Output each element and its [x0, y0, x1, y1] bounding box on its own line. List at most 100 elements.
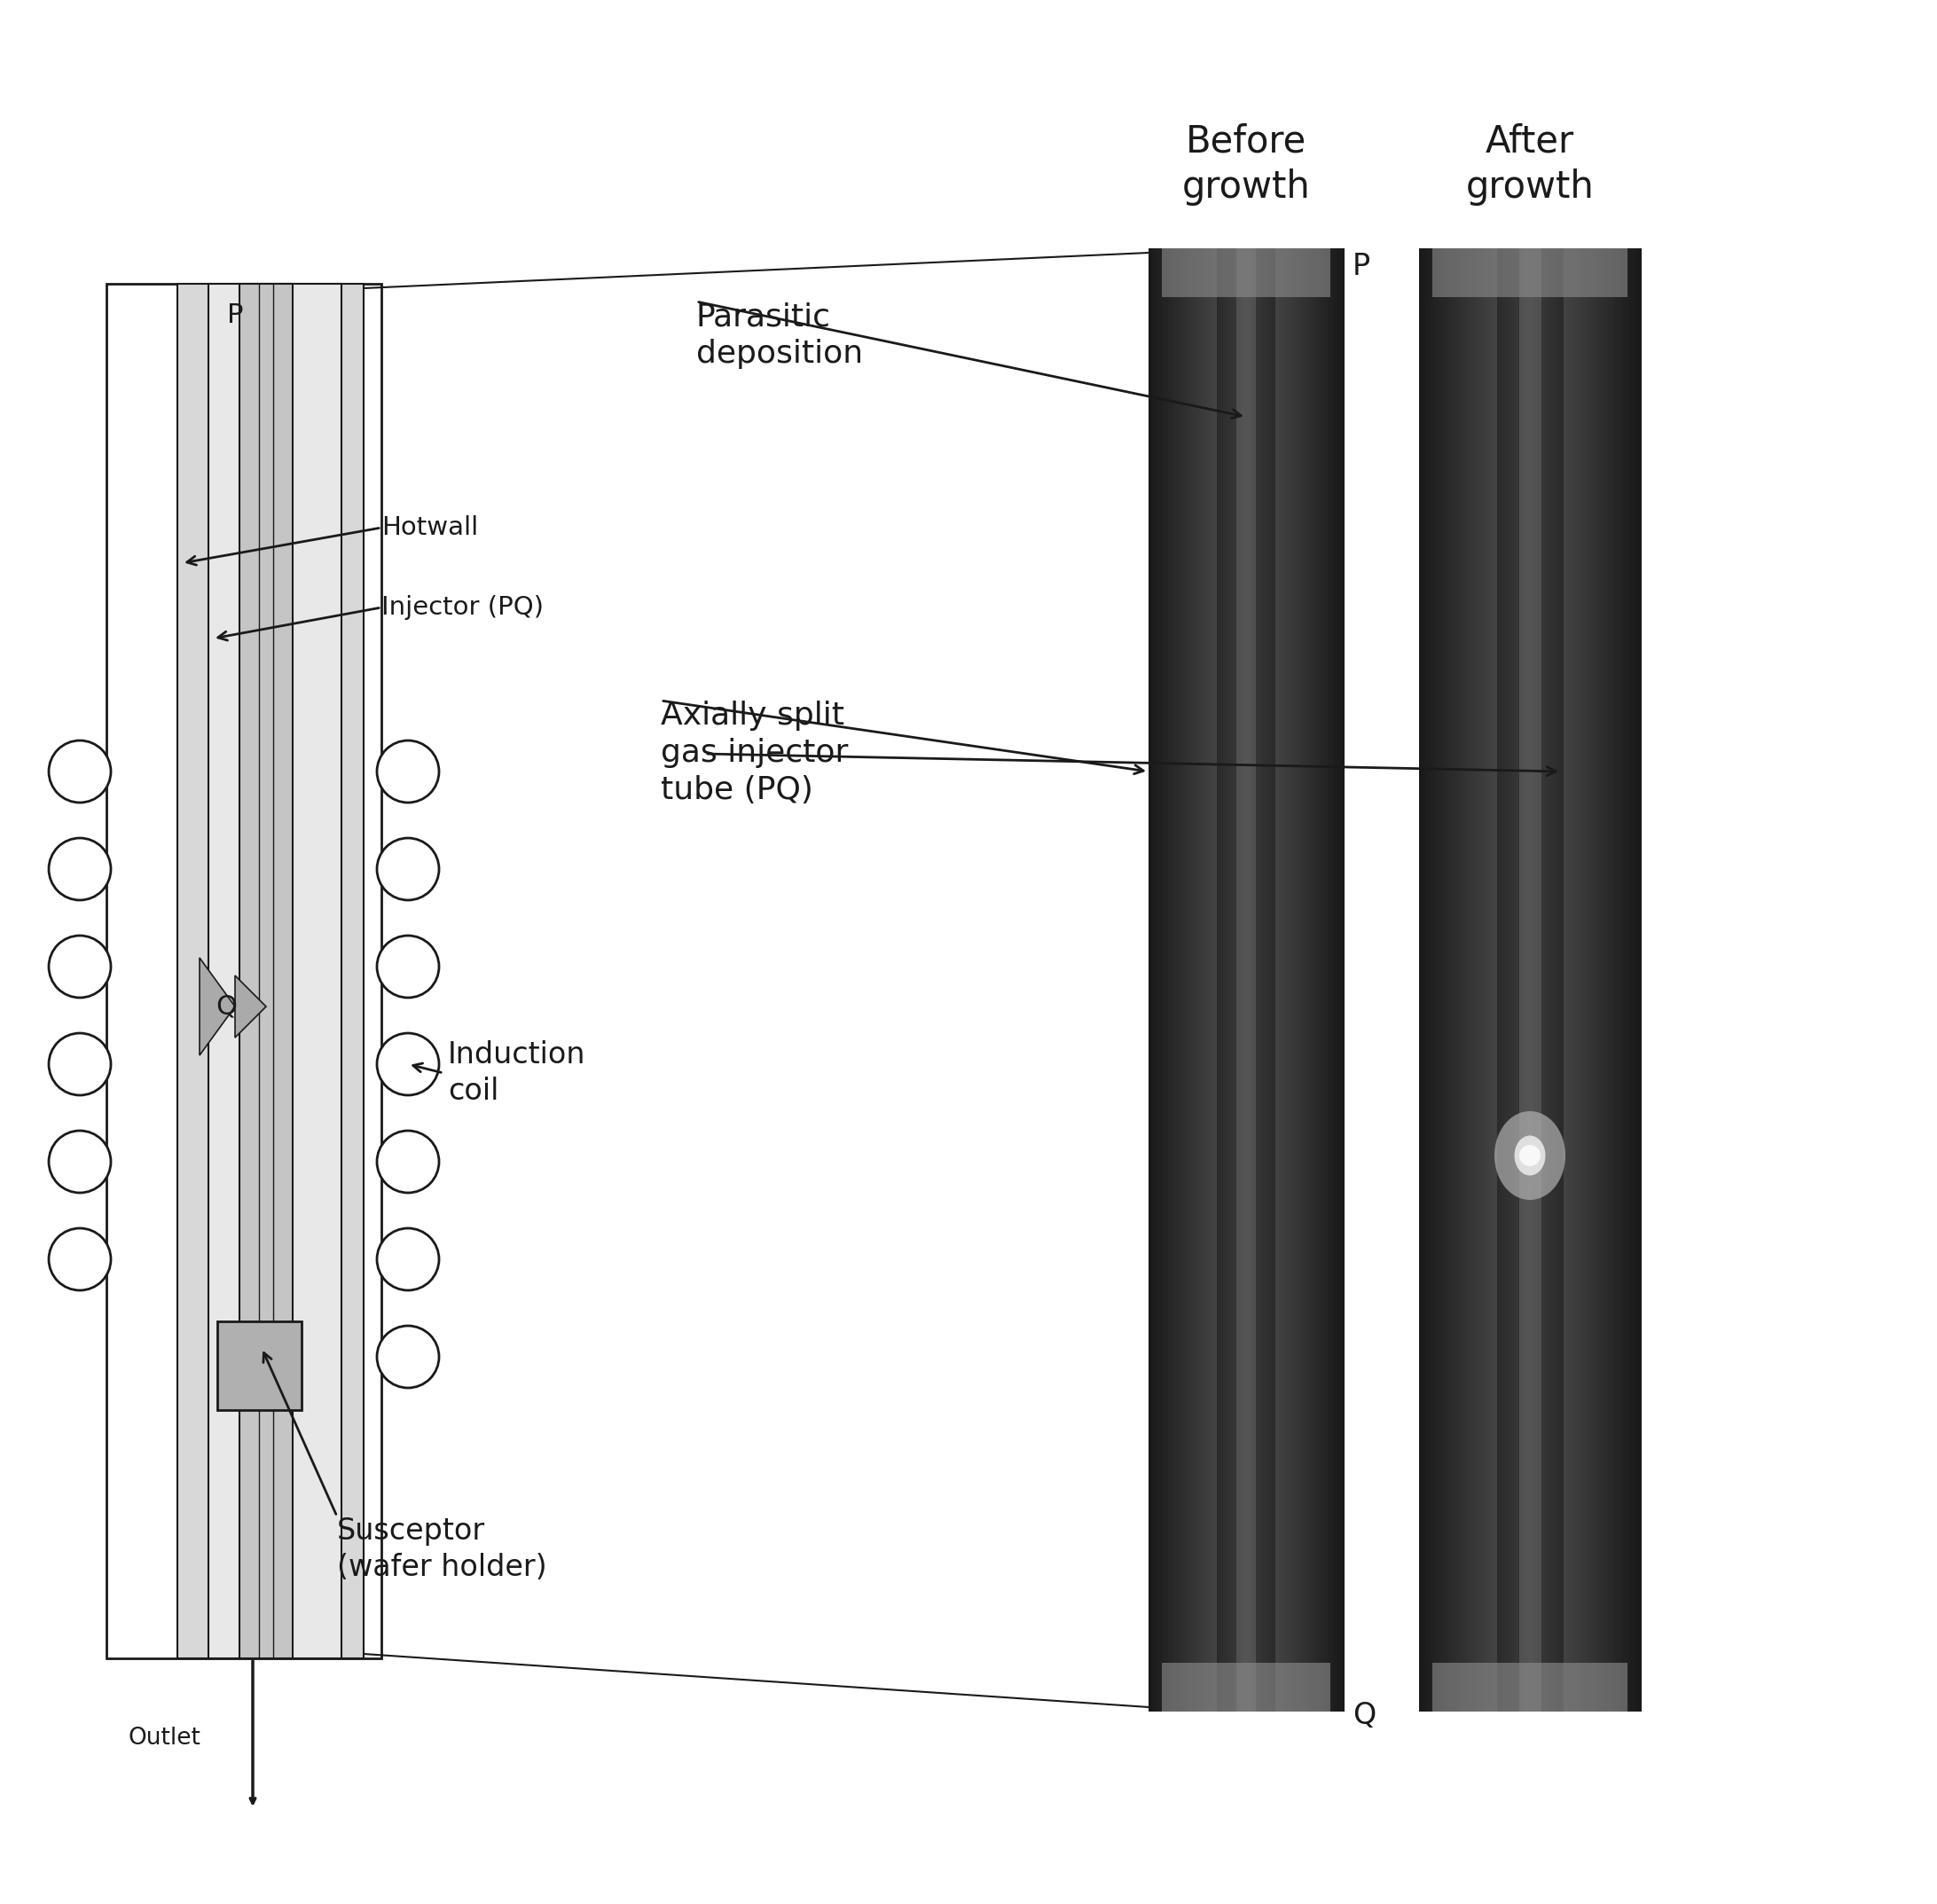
- Bar: [1567, 248, 1571, 1712]
- Bar: [1623, 248, 1627, 1712]
- Bar: [178, 284, 364, 1658]
- Text: Susceptor
(wafer holder): Susceptor (wafer holder): [337, 1516, 546, 1582]
- Bar: [1269, 248, 1273, 1712]
- Bar: [1441, 248, 1445, 1712]
- Bar: [1592, 248, 1598, 1712]
- Bar: [1490, 248, 1493, 1712]
- Bar: [1224, 248, 1228, 1712]
- Bar: [1236, 248, 1240, 1712]
- Bar: [1457, 248, 1460, 1712]
- Text: After
growth: After growth: [1466, 122, 1594, 206]
- Circle shape: [48, 838, 110, 901]
- Bar: [1507, 248, 1513, 1712]
- Bar: [1284, 248, 1290, 1712]
- Bar: [1460, 248, 1464, 1712]
- Bar: [1470, 248, 1476, 1712]
- Circle shape: [378, 935, 440, 998]
- Text: P: P: [227, 303, 244, 327]
- Bar: [1559, 248, 1563, 1712]
- Bar: [1584, 248, 1590, 1712]
- Text: Outlet: Outlet: [128, 1727, 200, 1750]
- Bar: [1226, 248, 1230, 1712]
- Text: Q: Q: [1352, 1702, 1375, 1731]
- Bar: [1214, 248, 1218, 1712]
- Bar: [1307, 248, 1311, 1712]
- Bar: [1294, 248, 1300, 1712]
- Bar: [1149, 248, 1344, 1712]
- Bar: [1608, 248, 1612, 1712]
- Bar: [1420, 248, 1424, 1712]
- Bar: [1466, 248, 1472, 1712]
- Bar: [1515, 248, 1521, 1712]
- Bar: [1615, 248, 1619, 1712]
- Bar: [1265, 248, 1271, 1712]
- Bar: [1474, 248, 1480, 1712]
- Bar: [1174, 248, 1180, 1712]
- Bar: [1325, 248, 1329, 1712]
- Circle shape: [48, 1034, 110, 1095]
- Circle shape: [1519, 1144, 1540, 1165]
- Circle shape: [378, 1034, 440, 1095]
- Bar: [1555, 248, 1561, 1712]
- Bar: [1600, 248, 1604, 1712]
- Bar: [1462, 248, 1468, 1712]
- Bar: [1240, 248, 1244, 1712]
- Bar: [1426, 248, 1431, 1712]
- Text: Q: Q: [215, 994, 236, 1019]
- Bar: [1437, 248, 1443, 1712]
- Text: Induction
coil: Induction coil: [447, 1040, 585, 1106]
- Circle shape: [48, 1228, 110, 1291]
- Bar: [1168, 248, 1172, 1712]
- Bar: [1629, 248, 1635, 1712]
- Bar: [1340, 248, 1344, 1712]
- Bar: [1497, 248, 1501, 1712]
- Circle shape: [378, 741, 440, 803]
- Bar: [1420, 248, 1641, 1712]
- Bar: [1544, 248, 1550, 1712]
- Bar: [1534, 248, 1538, 1712]
- Bar: [1158, 248, 1162, 1712]
- Bar: [1203, 248, 1209, 1712]
- Bar: [1321, 248, 1325, 1712]
- Bar: [1234, 248, 1238, 1712]
- Bar: [1162, 248, 1331, 297]
- Circle shape: [48, 741, 110, 803]
- Bar: [240, 284, 292, 1658]
- Bar: [1563, 248, 1567, 1712]
- Bar: [1154, 248, 1158, 1712]
- Bar: [1612, 248, 1615, 1712]
- Text: Injector (PQ): Injector (PQ): [382, 596, 544, 621]
- Bar: [1220, 248, 1224, 1712]
- Bar: [1433, 248, 1439, 1712]
- Bar: [1164, 248, 1168, 1712]
- Bar: [1583, 248, 1586, 1712]
- Bar: [1211, 248, 1214, 1712]
- Bar: [1327, 248, 1331, 1712]
- Bar: [1431, 248, 1627, 297]
- Bar: [1172, 248, 1176, 1712]
- Bar: [1596, 248, 1602, 1712]
- Bar: [1187, 248, 1191, 1712]
- Bar: [1453, 248, 1457, 1712]
- Polygon shape: [234, 975, 265, 1038]
- Ellipse shape: [1495, 1112, 1565, 1200]
- Text: Before
growth: Before growth: [1182, 122, 1309, 206]
- Bar: [1282, 248, 1286, 1712]
- Text: P: P: [1352, 251, 1369, 280]
- Bar: [1306, 248, 1309, 1712]
- Bar: [1230, 248, 1234, 1712]
- Bar: [1302, 248, 1306, 1712]
- Bar: [1337, 248, 1340, 1712]
- Bar: [1424, 248, 1428, 1712]
- Bar: [1273, 248, 1276, 1712]
- Bar: [1482, 248, 1486, 1712]
- Bar: [1275, 248, 1280, 1712]
- Circle shape: [48, 935, 110, 998]
- Bar: [1207, 248, 1211, 1712]
- Circle shape: [378, 1228, 440, 1291]
- Bar: [1486, 248, 1490, 1712]
- Bar: [1298, 248, 1302, 1712]
- Bar: [1201, 248, 1205, 1712]
- Bar: [1311, 248, 1315, 1712]
- Bar: [1193, 248, 1199, 1712]
